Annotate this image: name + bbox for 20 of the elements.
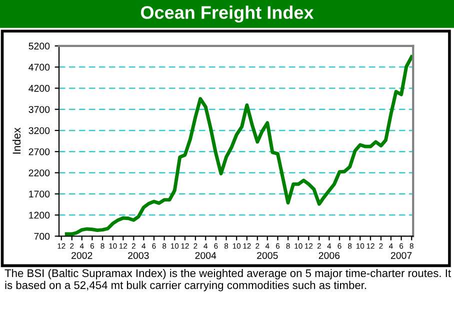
y-tick-label: 4700 — [28, 64, 50, 71]
y-tick-label: 1200 — [29, 212, 50, 219]
line-series — [64, 55, 414, 236]
x2-tick-label: 2005 — [257, 252, 278, 259]
chart-title: Ocean Freight Index — [140, 6, 314, 23]
text: The BSI (Baltic Supramax Index) is the weighted average on 5 major time-charter routes. It is based on a 52,454 mt bulk carrier carrying commodities such as timber. — [4, 268, 451, 292]
y-tick-label: 700 — [34, 232, 50, 240]
y-tick-label: 2200 — [28, 169, 50, 176]
y-tick-label: 5200 — [28, 42, 50, 50]
x2-tick-label: 2003 — [128, 252, 149, 259]
y-axis-title: Index — [12, 128, 21, 154]
y-tick-label: 2700 — [28, 148, 50, 156]
y-tick-label: 3700 — [28, 106, 50, 113]
x2-tick-label: 2002 — [72, 252, 92, 259]
x2-tick-label: 2004 — [195, 252, 216, 259]
x2-tick-label: 2007 — [390, 252, 412, 259]
y-tick-label: 4200 — [28, 84, 50, 92]
x2-tick-label: 2006 — [318, 252, 340, 259]
y-tick-label: 1700 — [29, 190, 50, 198]
y-tick-label: 3200 — [28, 127, 50, 134]
